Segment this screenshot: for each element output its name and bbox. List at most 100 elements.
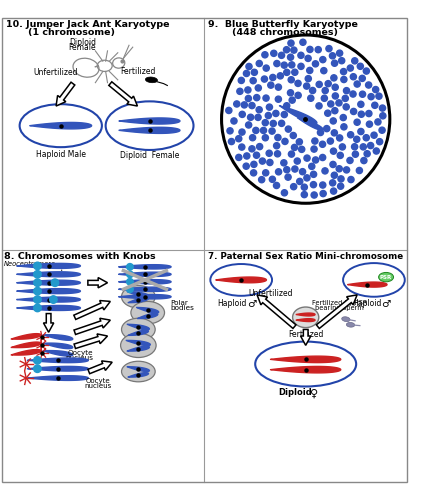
Polygon shape	[28, 376, 88, 380]
Circle shape	[377, 138, 383, 145]
Text: Oocyte: Oocyte	[68, 350, 94, 356]
Polygon shape	[17, 264, 80, 268]
Circle shape	[304, 83, 310, 89]
Polygon shape	[74, 334, 108, 348]
Text: ♂: ♂	[247, 298, 256, 308]
Circle shape	[371, 132, 377, 138]
Circle shape	[327, 138, 333, 144]
Circle shape	[309, 164, 315, 170]
Circle shape	[34, 288, 41, 295]
Circle shape	[227, 128, 233, 134]
Polygon shape	[43, 334, 73, 340]
Text: ♂: ♂	[382, 298, 391, 308]
Circle shape	[331, 172, 337, 178]
Circle shape	[284, 166, 290, 173]
Polygon shape	[127, 324, 149, 330]
Circle shape	[291, 47, 297, 53]
Circle shape	[295, 80, 301, 86]
Circle shape	[274, 150, 281, 157]
Text: Unfertilized: Unfertilized	[249, 290, 293, 298]
Circle shape	[307, 68, 313, 73]
Circle shape	[274, 142, 280, 149]
Circle shape	[226, 108, 232, 114]
Circle shape	[332, 93, 338, 99]
Ellipse shape	[121, 318, 155, 340]
Circle shape	[298, 52, 304, 59]
Circle shape	[358, 128, 364, 134]
Circle shape	[127, 271, 133, 278]
Circle shape	[244, 153, 250, 159]
Polygon shape	[298, 118, 323, 130]
Circle shape	[352, 58, 358, 64]
Circle shape	[299, 168, 305, 175]
Polygon shape	[88, 361, 112, 374]
Text: Diploid  Female: Diploid Female	[120, 151, 179, 160]
Circle shape	[380, 112, 386, 119]
Circle shape	[336, 166, 342, 172]
Circle shape	[34, 296, 41, 304]
Circle shape	[325, 110, 331, 116]
Circle shape	[246, 122, 252, 128]
Circle shape	[266, 104, 273, 110]
Polygon shape	[316, 295, 357, 328]
Circle shape	[284, 46, 290, 53]
Text: ?: ?	[58, 263, 64, 273]
Circle shape	[250, 78, 256, 84]
Circle shape	[357, 63, 364, 70]
Circle shape	[305, 56, 311, 62]
Circle shape	[127, 278, 133, 285]
Polygon shape	[119, 272, 171, 276]
Circle shape	[343, 104, 349, 110]
Polygon shape	[17, 306, 80, 310]
Circle shape	[300, 39, 306, 46]
Circle shape	[356, 168, 362, 173]
Circle shape	[339, 144, 346, 150]
Polygon shape	[119, 280, 171, 284]
Polygon shape	[257, 295, 296, 328]
Polygon shape	[301, 330, 311, 345]
Circle shape	[317, 130, 323, 136]
Circle shape	[263, 65, 269, 71]
Circle shape	[278, 120, 284, 126]
Circle shape	[366, 110, 372, 116]
Text: Fertilized: Fertilized	[121, 67, 156, 76]
Circle shape	[321, 95, 327, 102]
Polygon shape	[127, 292, 149, 297]
Circle shape	[271, 50, 277, 56]
Circle shape	[249, 102, 255, 108]
Circle shape	[270, 120, 276, 126]
Circle shape	[343, 167, 350, 173]
Circle shape	[336, 100, 342, 106]
Polygon shape	[119, 128, 180, 134]
Circle shape	[261, 76, 267, 82]
Polygon shape	[128, 372, 149, 377]
Circle shape	[368, 94, 374, 100]
Polygon shape	[30, 122, 92, 129]
Circle shape	[320, 56, 326, 62]
Polygon shape	[119, 118, 180, 124]
Circle shape	[307, 46, 313, 52]
Circle shape	[358, 101, 364, 107]
Circle shape	[237, 88, 243, 94]
Circle shape	[373, 86, 379, 92]
Circle shape	[354, 81, 360, 87]
Circle shape	[263, 95, 269, 101]
Circle shape	[347, 158, 353, 164]
Text: Haploid: Haploid	[352, 298, 381, 308]
Circle shape	[332, 108, 338, 114]
Circle shape	[331, 130, 337, 136]
Circle shape	[338, 176, 344, 182]
Circle shape	[269, 176, 275, 182]
Circle shape	[255, 85, 261, 91]
Circle shape	[310, 182, 316, 188]
Circle shape	[34, 304, 41, 312]
Circle shape	[238, 78, 244, 84]
Circle shape	[253, 152, 260, 158]
Polygon shape	[56, 82, 75, 106]
Text: Unfertilized: Unfertilized	[34, 68, 78, 77]
Circle shape	[336, 135, 343, 141]
Circle shape	[294, 158, 300, 164]
Circle shape	[250, 134, 256, 141]
Circle shape	[234, 101, 240, 107]
Circle shape	[282, 138, 288, 144]
